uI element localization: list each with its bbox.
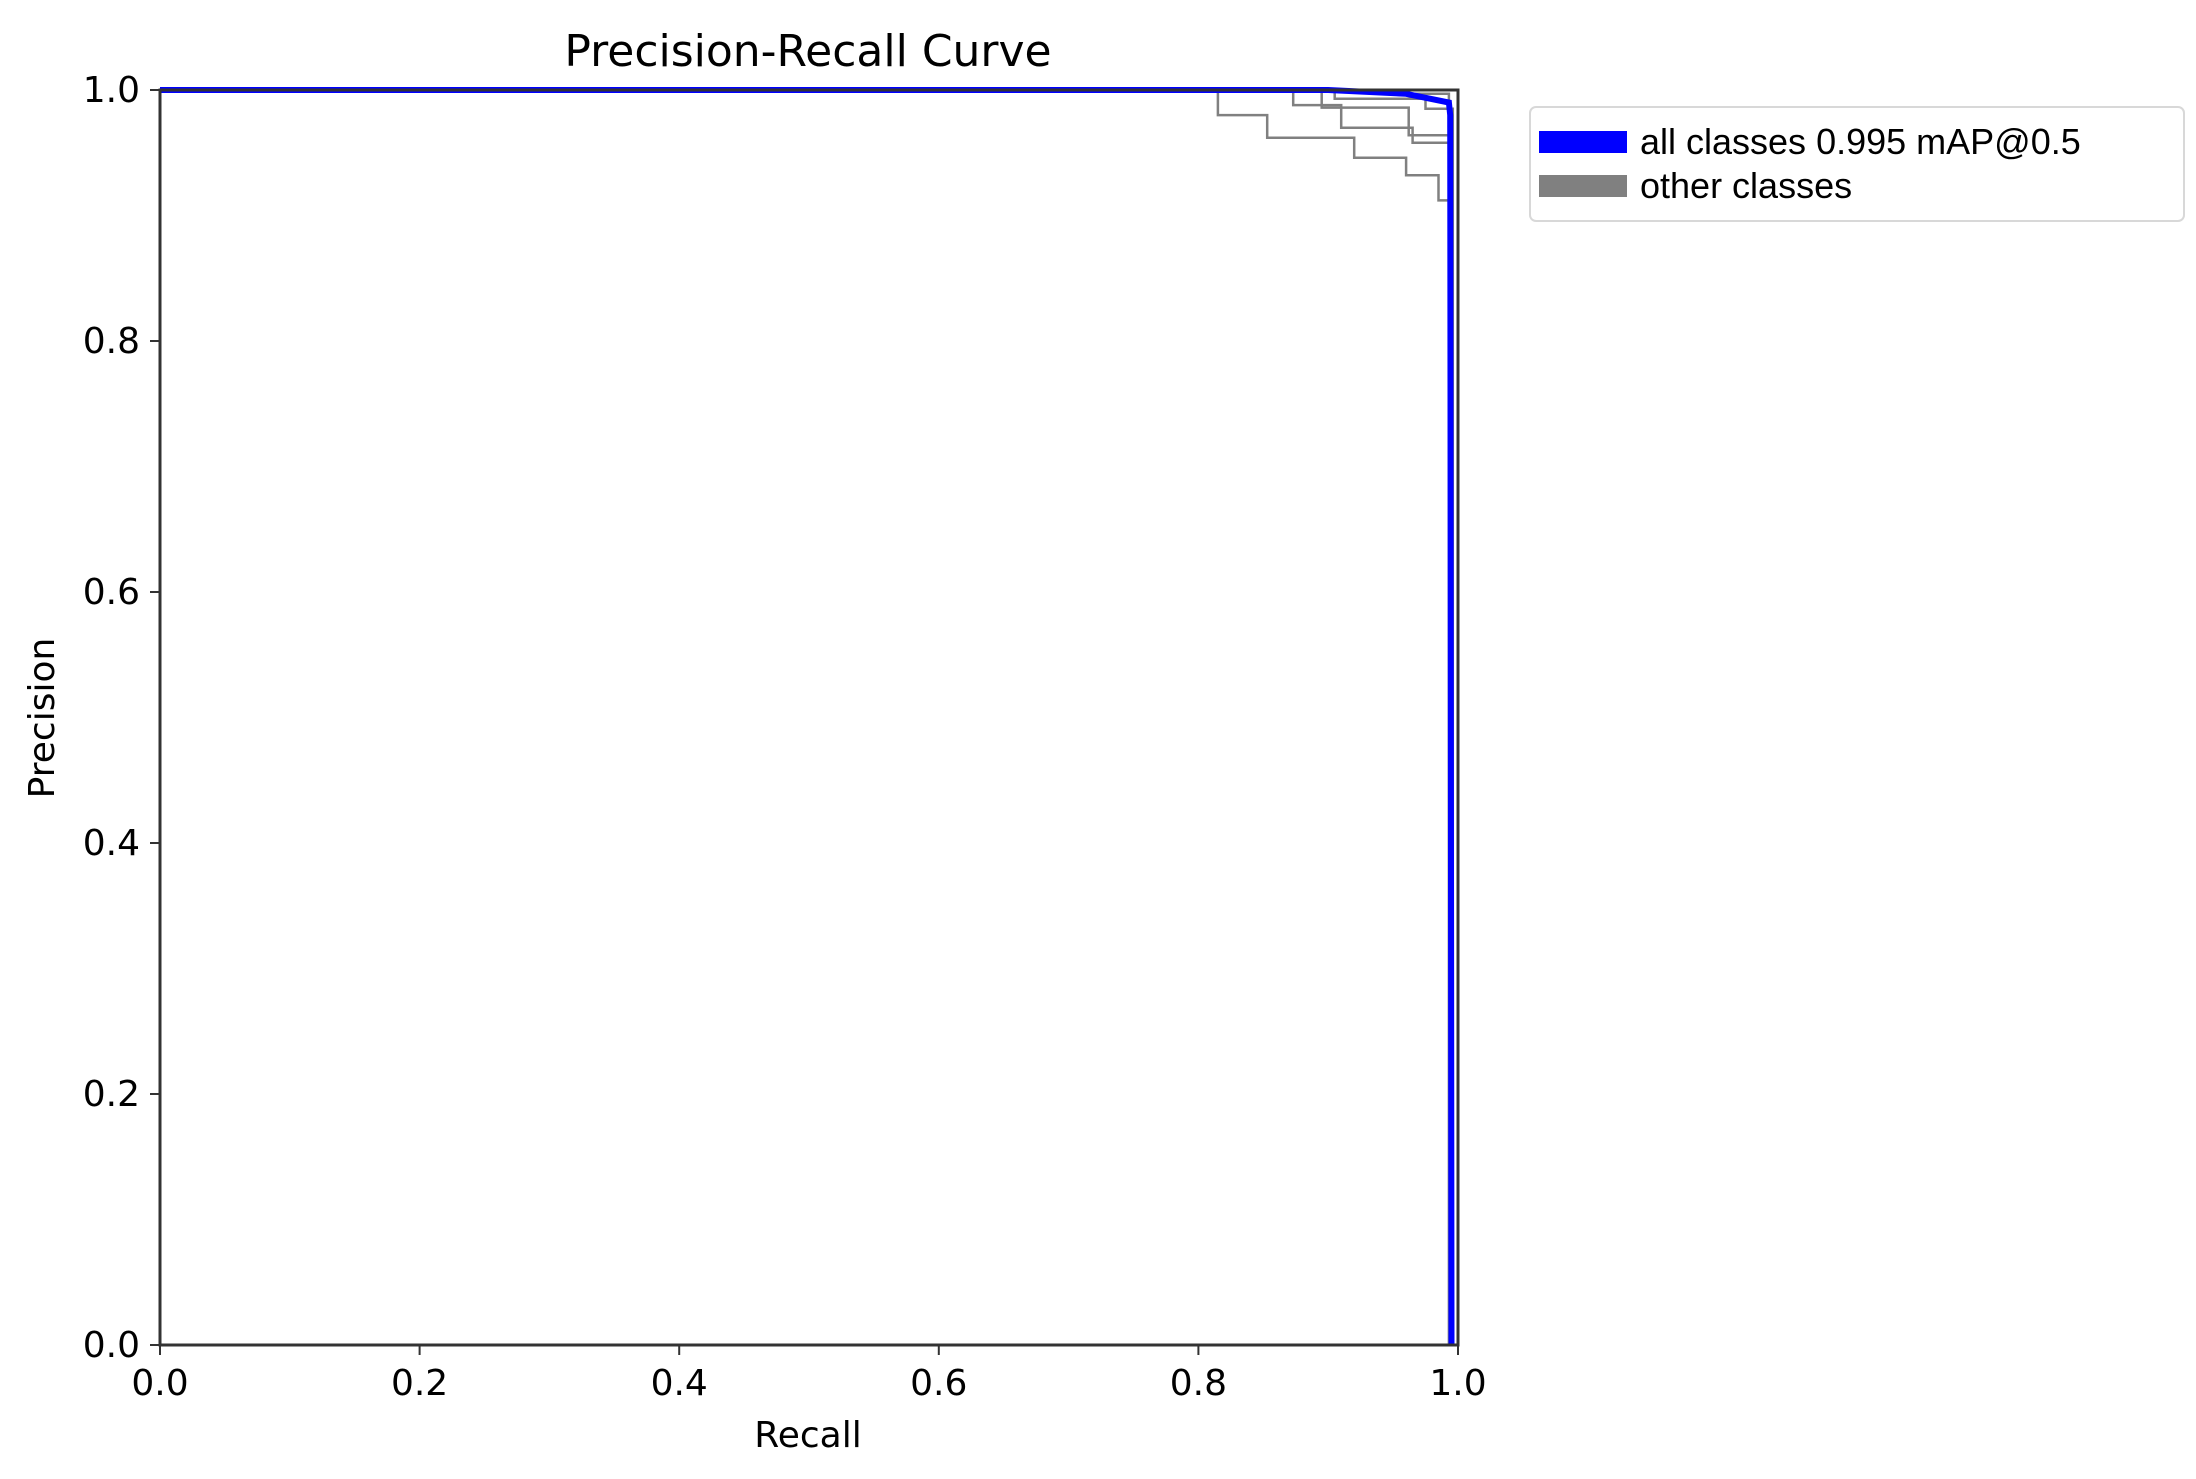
plot-frame (158, 88, 1460, 1347)
legend-label-other-classes: other classes (1640, 165, 1852, 206)
y-tick-label: 0.6 (83, 572, 140, 613)
x-tick-label: 0.4 (651, 1363, 708, 1404)
series-line-other-class (160, 88, 1453, 1345)
legend-swatch-all-classes (1539, 131, 1627, 153)
x-tick-label: 0.0 (131, 1363, 188, 1404)
x-axis-ticks: 0.0 0.2 0.4 0.6 0.8 1.0 (131, 1345, 1487, 1404)
x-tick-label: 0.6 (910, 1363, 967, 1404)
x-tick-label: 1.0 (1429, 1363, 1486, 1404)
y-axis-ticks: 0.0 0.2 0.4 0.6 0.8 1.0 (83, 70, 160, 1366)
y-tick-label: 0.8 (83, 321, 140, 362)
x-axis-label: Recall (754, 1415, 861, 1456)
legend: all classes 0.995 mAP@0.5 other classes (1529, 106, 2185, 222)
legend-swatch-other-classes (1539, 175, 1627, 197)
chart-title: Precision-Recall Curve (564, 26, 1051, 77)
y-tick-label: 1.0 (83, 70, 140, 111)
series-line-other-class (160, 88, 1453, 1345)
y-axis-label: Precision (22, 638, 63, 799)
x-tick-label: 0.2 (391, 1363, 448, 1404)
x-tick-label: 0.8 (1170, 1363, 1227, 1404)
legend-box (1529, 106, 2185, 222)
legend-label-all-classes: all classes 0.995 mAP@0.5 (1640, 121, 2081, 162)
y-tick-label: 0.2 (83, 1074, 140, 1115)
y-tick-label: 0.4 (83, 823, 140, 864)
y-tick-label: 0.0 (83, 1325, 140, 1366)
